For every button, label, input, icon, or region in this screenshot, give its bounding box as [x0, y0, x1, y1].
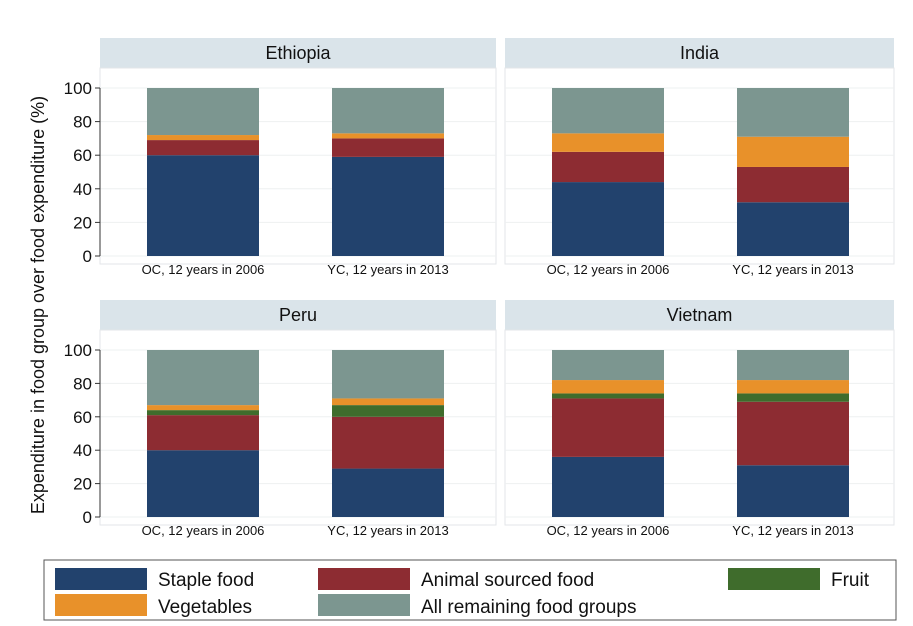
- bar-segment-staple: [552, 456, 664, 517]
- bar-segment-veg: [552, 380, 664, 394]
- bar-segment-animal: [332, 138, 444, 157]
- bar-segment-remaining: [147, 88, 259, 136]
- bar-segment-veg: [147, 135, 259, 141]
- y-tick-label: 60: [73, 408, 92, 427]
- bar-segment-fruit: [147, 410, 259, 416]
- panel-header: [100, 300, 496, 330]
- bar-segment-staple: [332, 468, 444, 517]
- panel-title: Ethiopia: [265, 43, 331, 63]
- x-tick-label: OC, 12 years in 2006: [142, 262, 265, 277]
- panel-header: [505, 300, 894, 330]
- panel-title: Vietnam: [667, 305, 733, 325]
- panel-vietnam: Vietnam OC, 12 years in 2006 YC, 12 years …: [504, 300, 895, 538]
- y-tick-label: 0: [83, 508, 92, 527]
- x-tick-label: YC, 12 years in 2013: [327, 262, 448, 277]
- bar-segment-veg: [147, 405, 259, 411]
- y-tick-label: 40: [73, 180, 92, 199]
- y-tick-label: 20: [73, 475, 92, 494]
- legend-swatch: [55, 568, 147, 590]
- bar-segment-remaining: [332, 88, 444, 134]
- bar-segment-remaining: [737, 88, 849, 137]
- panel-title: Peru: [279, 305, 317, 325]
- legend-label: Fruit: [831, 570, 870, 591]
- bar-segment-veg: [332, 133, 444, 139]
- panel-peru: Peru OC, 12 years in 2006 YC, 12 years in …: [64, 300, 497, 538]
- legend-entry-veg: Vegetables: [55, 594, 252, 618]
- panel-ethiopia: Ethiopia OC, 12 years in 2006 YC, 12 years…: [64, 38, 497, 277]
- bar-segment-fruit: [737, 393, 849, 402]
- bar-segment-veg: [737, 136, 849, 167]
- bar-segment-remaining: [552, 350, 664, 381]
- bar-segment-veg: [552, 133, 664, 152]
- y-tick-label: 40: [73, 441, 92, 460]
- bar-segment-remaining: [332, 350, 444, 399]
- panel-title: India: [680, 43, 720, 63]
- bar-segment-animal: [147, 140, 259, 156]
- bar-segment-veg: [332, 398, 444, 406]
- bar-segment-staple: [332, 156, 444, 256]
- y-tick-label: 20: [73, 213, 92, 232]
- x-tick-label: OC, 12 years in 2006: [547, 262, 670, 277]
- bar-segment-remaining: [552, 88, 664, 134]
- bar-segment-animal: [332, 416, 444, 469]
- y-tick-label: 60: [73, 146, 92, 165]
- x-tick-label: OC, 12 years in 2006: [547, 523, 670, 538]
- bar-segment-remaining: [737, 350, 849, 381]
- panel-header: [100, 38, 496, 68]
- y-tick-label: 80: [73, 113, 92, 132]
- legend-swatch: [728, 568, 820, 590]
- x-tick-label: YC, 12 years in 2013: [732, 523, 853, 538]
- bar-segment-staple: [737, 202, 849, 256]
- x-tick-label: OC, 12 years in 2006: [142, 523, 265, 538]
- bar-segment-fruit: [552, 393, 664, 399]
- legend-label: Animal sourced food: [421, 570, 594, 591]
- bar-segment-animal: [552, 398, 664, 457]
- y-tick-label: 100: [64, 341, 92, 360]
- bar-segment-staple: [737, 465, 849, 517]
- panels-group: Ethiopia OC, 12 years in 2006 YC, 12 years…: [64, 38, 895, 538]
- legend-entry-animal: Animal sourced food: [318, 568, 594, 591]
- legend-entry-remaining: All remaining food groups: [318, 594, 636, 618]
- y-tick-label: 0: [83, 247, 92, 266]
- bar-segment-animal: [552, 151, 664, 183]
- y-axis-label: Expenditure in food group over food expe…: [28, 96, 48, 514]
- legend-entry-staple: Staple food: [55, 568, 254, 591]
- legend-label: All remaining food groups: [421, 597, 636, 618]
- legend-label: Staple food: [158, 570, 254, 591]
- legend-label: Vegetables: [158, 597, 252, 618]
- bar-segment-staple: [147, 155, 259, 256]
- panel-header: [505, 38, 894, 68]
- x-tick-label: YC, 12 years in 2013: [732, 262, 853, 277]
- bar-segment-animal: [737, 401, 849, 466]
- bar-segment-fruit: [332, 405, 444, 417]
- y-tick-label: 80: [73, 374, 92, 393]
- bar-segment-staple: [147, 450, 259, 517]
- bar-segment-staple: [552, 182, 664, 256]
- bar-segment-remaining: [147, 350, 259, 406]
- panel-india: India OC, 12 years in 2006 YC, 12 years in…: [504, 38, 895, 277]
- bar-segment-veg: [737, 380, 849, 394]
- legend-swatch: [318, 568, 410, 590]
- legend: Staple food Animal sourced food Fruit Veget…: [43, 559, 897, 621]
- legend-swatch: [55, 594, 147, 616]
- legend-swatch: [318, 594, 410, 616]
- x-tick-label: YC, 12 years in 2013: [327, 523, 448, 538]
- bar-segment-animal: [147, 415, 259, 451]
- bar-segment-animal: [737, 166, 849, 203]
- y-tick-label: 100: [64, 79, 92, 98]
- legend-entry-fruit: Fruit: [728, 568, 870, 591]
